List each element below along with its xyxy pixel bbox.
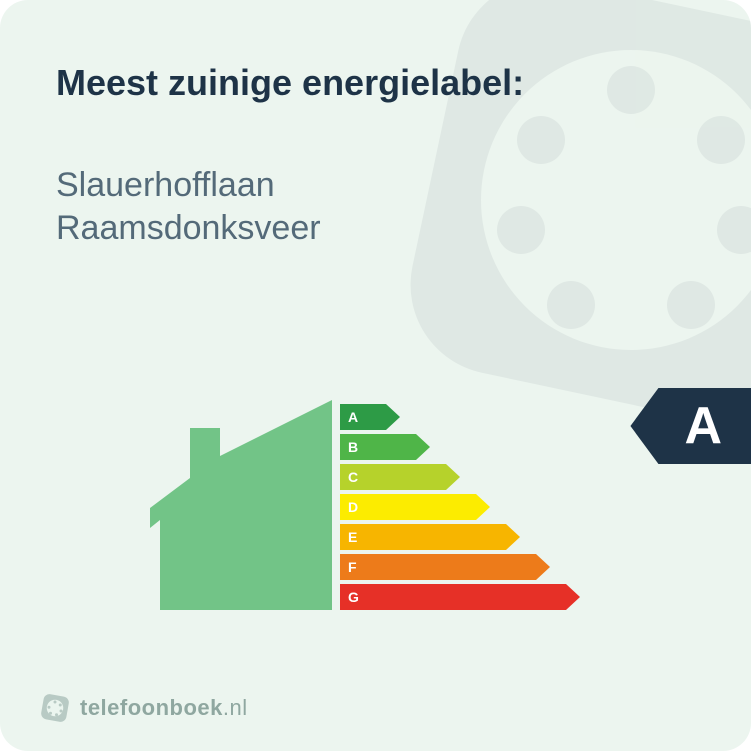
- bar-label: E: [348, 524, 357, 550]
- bar-arrow-icon: [340, 554, 550, 580]
- bar-label: G: [348, 584, 359, 610]
- bar-label: C: [348, 464, 358, 490]
- footer-brand-tld: .nl: [223, 695, 248, 720]
- footer-brand-bold: telefoonboek: [80, 695, 223, 720]
- card-title: Meest zuinige energielabel:: [56, 62, 524, 104]
- bar-label: B: [348, 434, 358, 460]
- location-name: Slauerhofflaan Raamsdonksveer: [56, 164, 321, 249]
- bar-arrow-icon: [340, 494, 490, 520]
- bar-label: A: [348, 404, 358, 430]
- house-icon: [150, 400, 340, 622]
- bar-label: F: [348, 554, 357, 580]
- telefoonboek-logo-icon: [40, 693, 70, 723]
- location-line-2: Raamsdonksveer: [56, 207, 321, 250]
- bar-label: D: [348, 494, 358, 520]
- result-letter: A: [684, 396, 723, 456]
- location-line-1: Slauerhofflaan: [56, 164, 321, 207]
- footer-brand: telefoonboek.nl: [40, 693, 248, 723]
- bar-arrow-icon: [340, 524, 520, 550]
- energy-label-graphic: ABCDEFG: [150, 400, 570, 630]
- bar-arrow-icon: [340, 584, 580, 610]
- energy-label-card: Meest zuinige energielabel: Slauerhoffla…: [0, 0, 751, 751]
- footer-text: telefoonboek.nl: [80, 695, 248, 721]
